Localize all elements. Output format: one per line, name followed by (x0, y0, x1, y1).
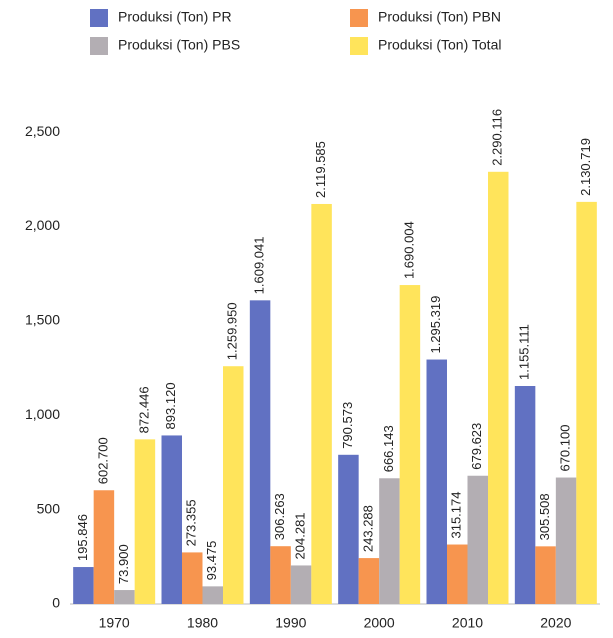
bar (161, 435, 182, 604)
value-label: 273.355 (184, 499, 199, 546)
value-label: 679.623 (469, 423, 484, 470)
bar (270, 546, 291, 604)
value-label: 315.174 (449, 492, 464, 539)
legend-label: Produksi (Ton) PR (118, 9, 232, 25)
y-tick-label: 500 (37, 500, 61, 516)
legend-swatch (350, 37, 368, 55)
legend-swatch (90, 37, 108, 55)
x-tick-label: 1980 (187, 615, 218, 631)
bar (114, 590, 135, 604)
value-label: 2.130.719 (578, 138, 593, 196)
bar (338, 454, 359, 604)
value-label: 1.609.041 (252, 236, 267, 294)
y-tick-label: 1,500 (25, 312, 60, 328)
bar (73, 567, 94, 604)
x-tick-label: 1970 (99, 615, 130, 631)
value-label: 893.120 (163, 382, 178, 429)
y-tick-label: 2,500 (25, 123, 60, 139)
bar (576, 201, 597, 604)
bar (290, 565, 312, 604)
value-label: 602.700 (95, 437, 110, 484)
value-label: 2.119.585 (313, 141, 328, 198)
y-tick-label: 1,000 (25, 406, 60, 422)
value-label: 73.900 (116, 544, 131, 584)
bar (399, 285, 421, 604)
legend-swatch (90, 9, 108, 27)
bar (202, 586, 223, 604)
bar (535, 546, 556, 604)
value-label: 666.143 (381, 425, 396, 472)
bar (93, 490, 115, 604)
x-tick-label: 1990 (275, 615, 306, 631)
bar (311, 203, 332, 604)
bar (134, 439, 156, 604)
bar (223, 366, 244, 604)
value-label: 305.508 (537, 493, 552, 540)
bar (555, 477, 577, 604)
bar (249, 300, 271, 604)
legend-label: Produksi (Ton) PBS (118, 37, 240, 53)
legend-label: Produksi (Ton) Total (378, 37, 501, 53)
bar (467, 475, 488, 604)
legend-swatch (350, 9, 368, 27)
x-tick-label: 2000 (364, 615, 395, 631)
value-label: 243.288 (360, 505, 375, 552)
value-label: 1.295.319 (428, 296, 443, 354)
bar (182, 552, 203, 604)
value-label: 306.263 (272, 493, 287, 540)
value-label: 1.259.950 (225, 302, 240, 360)
bar (358, 558, 380, 604)
value-label: 1.155.111 (517, 324, 532, 380)
value-label: 204.281 (293, 512, 308, 559)
bar (426, 359, 447, 604)
bar (488, 171, 509, 604)
x-tick-label: 2020 (540, 615, 571, 631)
bar (379, 478, 400, 604)
bar (447, 544, 468, 604)
value-label: 93.475 (204, 541, 219, 581)
value-label: 790.573 (340, 402, 355, 449)
y-tick-label: 2,000 (25, 217, 60, 233)
value-label: 1.690.004 (401, 221, 416, 279)
value-label: 2.290.116 (490, 109, 505, 166)
x-tick-label: 2010 (452, 615, 483, 631)
bar (514, 385, 536, 604)
legend-label: Produksi (Ton) PBN (378, 9, 501, 25)
value-label: 195.846 (75, 514, 90, 561)
y-tick-label: 0 (52, 595, 60, 611)
value-label: 872.446 (136, 386, 151, 433)
value-label: 670.100 (558, 425, 573, 472)
